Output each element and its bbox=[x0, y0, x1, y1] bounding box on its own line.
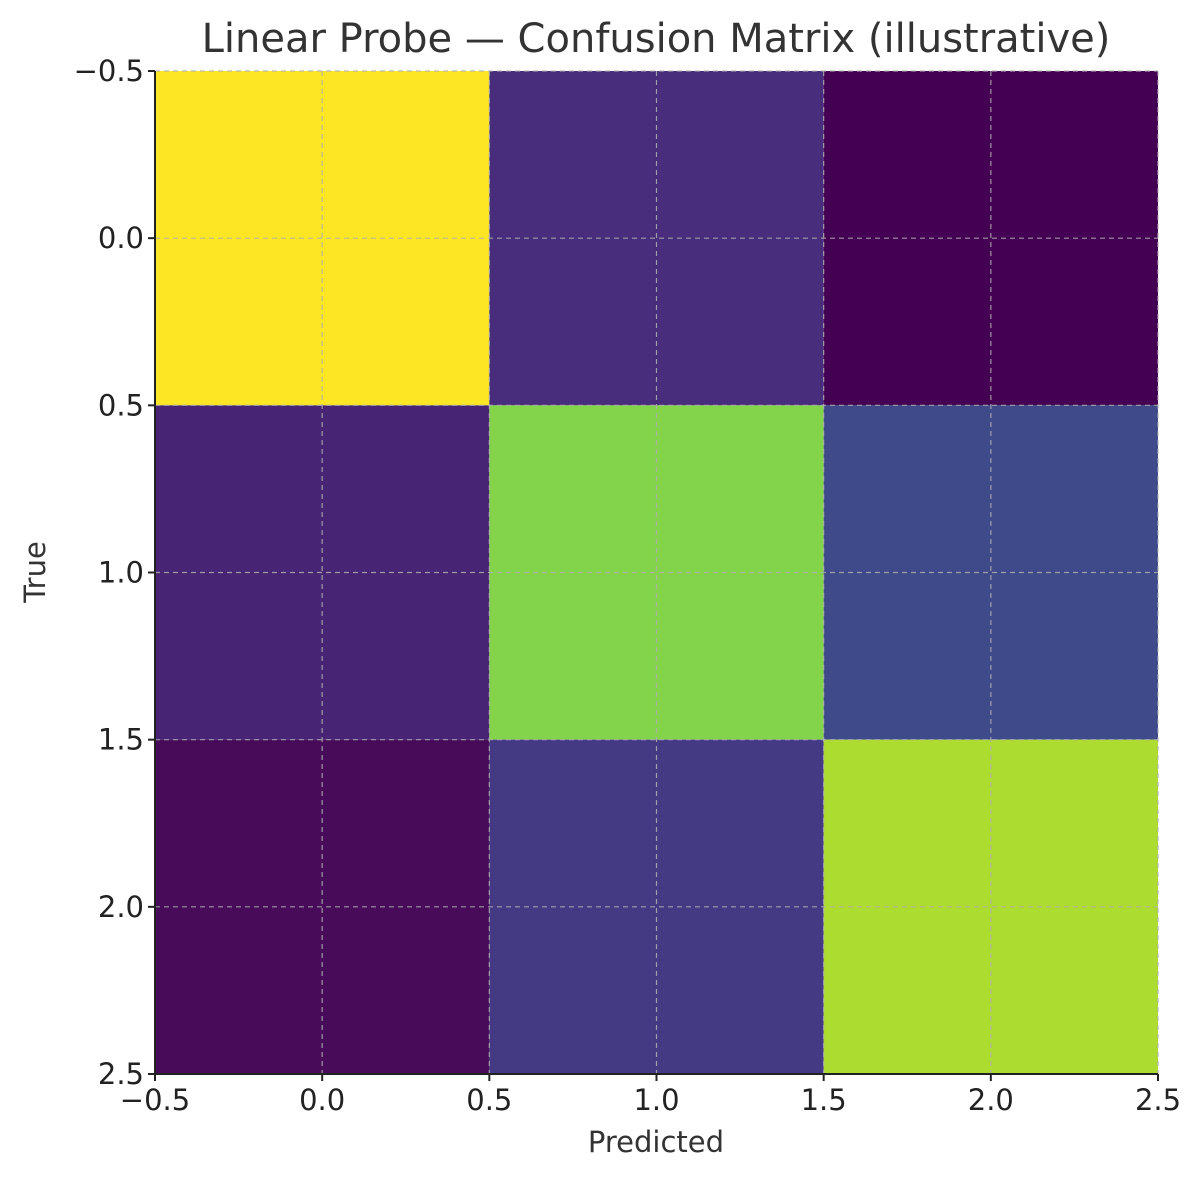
x-tick-label-1: 0.0 bbox=[299, 1083, 345, 1117]
x-tick-label-2: 0.5 bbox=[466, 1083, 512, 1117]
heatmap-cell-1-0 bbox=[155, 405, 490, 740]
heatmap-cell-0-0 bbox=[155, 71, 490, 406]
heatmap-cell-1-2 bbox=[823, 405, 1158, 740]
heatmap-cell-0-1 bbox=[489, 71, 824, 406]
x-tick-label-3: 1.0 bbox=[633, 1083, 679, 1117]
x-tick-label-5: 2.0 bbox=[968, 1083, 1014, 1117]
x-tick-label-6: 2.5 bbox=[1135, 1083, 1181, 1117]
y-tick-label-1: 0.0 bbox=[98, 221, 144, 255]
heatmap-cell-2-2 bbox=[823, 739, 1158, 1074]
y-tick-label-2: 0.5 bbox=[98, 388, 144, 422]
x-tick-label-0: −0.5 bbox=[120, 1083, 190, 1117]
heatmap-cell-1-1 bbox=[489, 405, 824, 740]
heatmap-cell-0-2 bbox=[823, 71, 1158, 406]
tick-labels: −0.5 0.0 0.5 1.0 1.5 2.0 2.5−0.50.00.51.01.52.… bbox=[74, 54, 1181, 1117]
y-tick-label-6: 2.5 bbox=[98, 1057, 144, 1091]
heatmap-cells bbox=[155, 71, 1158, 1074]
y-tick-label-3: 1.0 bbox=[98, 556, 144, 590]
y-axis-label: True bbox=[18, 541, 52, 604]
heatmap-cell-2-1 bbox=[489, 739, 824, 1074]
chart-title: Linear Probe — Confusion Matrix (illustr… bbox=[202, 16, 1111, 62]
y-tick-label-4: 1.5 bbox=[98, 723, 144, 757]
x-axis-label: Predicted bbox=[588, 1125, 724, 1159]
x-tick-label-4: 1.5 bbox=[801, 1083, 847, 1117]
y-tick-label-5: 2.0 bbox=[98, 890, 144, 924]
heatmap-cell-2-0 bbox=[155, 739, 490, 1074]
y-tick-label-0: −0.5 bbox=[74, 54, 144, 88]
